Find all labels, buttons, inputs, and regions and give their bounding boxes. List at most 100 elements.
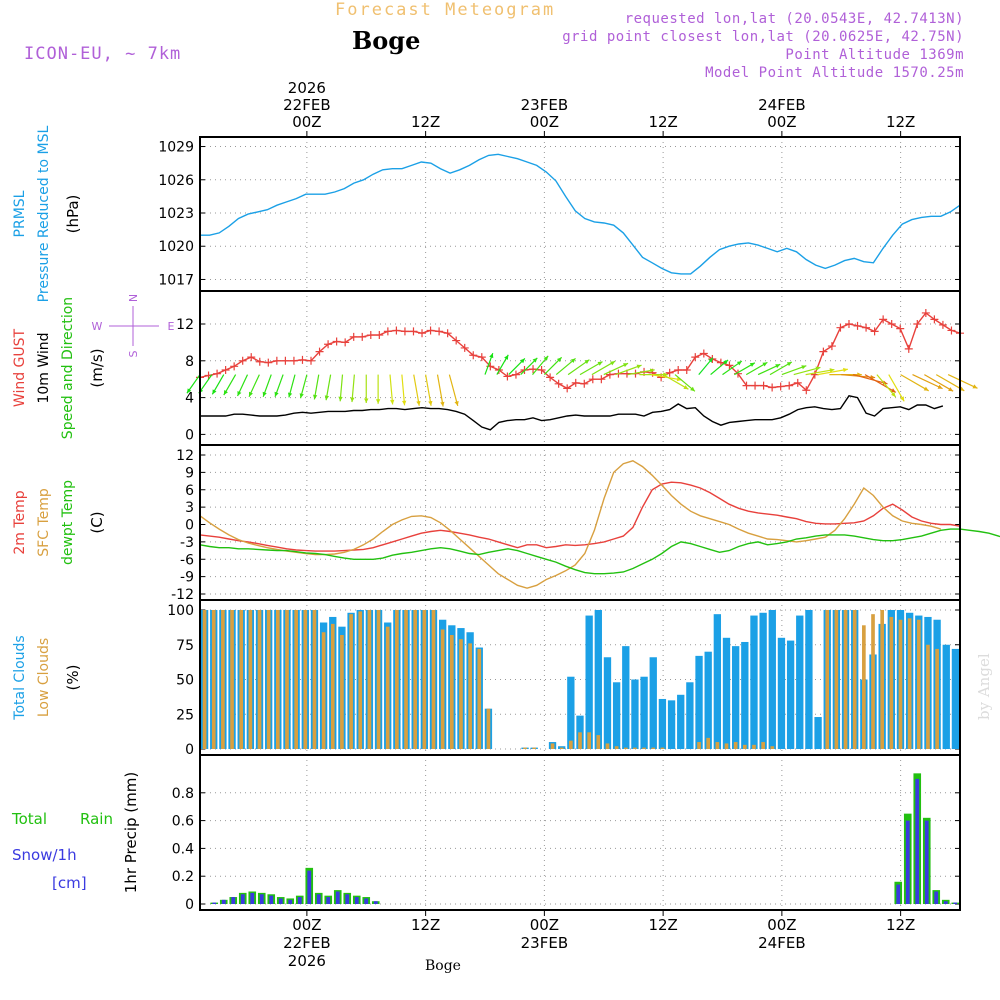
- clouds-bar-total-clouds: [814, 717, 822, 749]
- gust-marker: [904, 344, 913, 353]
- wind-direction-arrow: [436, 374, 444, 407]
- precip-bar-snow-1h: [915, 778, 920, 904]
- clouds-bar-low-clouds: [898, 619, 903, 749]
- gust-marker: [383, 327, 392, 336]
- clouds-bar-low-clouds: [907, 618, 912, 749]
- compass-cross: [109, 306, 159, 346]
- wind-direction-arrow: [805, 368, 835, 376]
- wind-direction-arrow: [947, 374, 978, 389]
- gust-marker: [255, 357, 264, 366]
- clouds-bar-low-clouds: [376, 610, 381, 749]
- clouds-bar-total-clouds: [622, 646, 630, 749]
- clouds-bar-low-clouds: [651, 747, 656, 749]
- clouds-bar-low-clouds: [761, 742, 765, 749]
- compass-west-label: W: [92, 320, 103, 333]
- wind-direction-arrowhead: [923, 386, 929, 391]
- gust-marker: [281, 356, 290, 365]
- precip-bar-snow-1h: [924, 820, 929, 904]
- gust-marker: [930, 315, 939, 324]
- gust-marker: [785, 381, 794, 390]
- gust-marker: [913, 320, 922, 328]
- clouds-bar-low-clouds: [440, 629, 445, 749]
- wind-direction-arrow: [351, 374, 355, 403]
- gust-marker: [853, 321, 862, 330]
- wind-direction-arrowhead: [520, 358, 525, 364]
- precip-ytick-label: 0.8: [172, 786, 194, 802]
- wind-direction-arrowhead: [402, 400, 407, 406]
- pressure-axis-label: Pressure Reduced to MSL: [36, 125, 52, 302]
- bottom-date-label: 24FEB: [758, 934, 805, 952]
- gust-marker: [213, 369, 222, 378]
- clouds-bar-low-clouds: [468, 643, 472, 749]
- clouds-ytick-label: 25: [176, 707, 194, 723]
- clouds-bar-low-clouds: [221, 610, 225, 749]
- clouds-bar-low-clouds: [660, 747, 665, 749]
- clouds-bar-low-clouds: [633, 747, 637, 749]
- gust-marker: [870, 327, 879, 336]
- gust-marker: [460, 343, 469, 352]
- gust-marker: [529, 365, 538, 374]
- gust-marker: [887, 320, 896, 328]
- clouds-bar-low-clouds: [404, 610, 408, 749]
- wind-line-10m-wind: [200, 395, 944, 431]
- pressure-ytick-label: 1029: [158, 140, 194, 156]
- clouds-bar-total-clouds: [695, 655, 703, 749]
- clouds-axis-label: Low Clouds: [36, 638, 52, 717]
- precip-bar-snow-1h: [354, 897, 359, 904]
- bottom-year-label: 2026: [288, 952, 326, 970]
- wind-direction-arrowhead: [762, 362, 768, 367]
- clouds-ytick-label: 0: [185, 742, 194, 758]
- precip-legend-label: [cm]: [52, 874, 87, 892]
- precip-ytick-label: 0: [185, 897, 194, 913]
- pressure-ytick-label: 1026: [158, 173, 194, 189]
- wind-direction-arrowhead: [532, 357, 538, 363]
- clouds-bar-low-clouds: [431, 610, 436, 749]
- wind-direction-arrowhead: [736, 361, 742, 366]
- temperature-ytick-label: 0: [185, 518, 194, 534]
- pressure-axis-label: (hPa): [64, 195, 82, 234]
- precip-bar-snow-1h: [288, 899, 293, 904]
- clouds-bar-low-clouds: [852, 610, 857, 749]
- clouds-bar-low-clouds: [605, 743, 610, 749]
- station-title: Boge: [352, 26, 421, 55]
- temperature-ytick-label: 3: [185, 500, 194, 516]
- wind-direction-arrowhead: [749, 362, 755, 367]
- temperature-ytick-label: 6: [185, 483, 194, 499]
- bottom-date-label: 23FEB: [521, 934, 568, 952]
- clouds-bar-total-clouds: [677, 694, 685, 749]
- wind-direction-arrow: [864, 374, 897, 393]
- top-hour-label: 00Z: [292, 113, 321, 131]
- gust-marker: [247, 353, 256, 362]
- precip-bar-snow-1h: [212, 902, 217, 904]
- temperature-line-dewpt-temp: [199, 528, 1000, 575]
- precip-bar-snow-1h: [278, 898, 283, 904]
- clouds-ytick-label: 75: [176, 638, 194, 654]
- wind-direction-arrowhead: [815, 366, 821, 371]
- gust-marker: [537, 366, 546, 374]
- clouds-bar-low-clouds: [834, 610, 839, 749]
- pressure-ytick-label: 1020: [158, 239, 194, 255]
- clouds-bar-low-clouds: [303, 610, 308, 749]
- wind-direction-arrowhead: [186, 388, 192, 394]
- gust-marker: [751, 381, 760, 390]
- temperature-axis-label: dewpt Temp: [60, 480, 76, 565]
- compass-south-label: S: [127, 350, 140, 357]
- clouds-bar-low-clouds: [367, 610, 372, 749]
- pressure-ytick-label: 1023: [158, 206, 194, 222]
- clouds-bar-low-clouds: [358, 611, 363, 749]
- gust-marker: [827, 342, 836, 351]
- precip-bar-snow-1h: [943, 901, 948, 904]
- wind-axis-label: Speed and Direction: [60, 297, 76, 439]
- gust-marker: [503, 372, 512, 381]
- clouds-bar-low-clouds: [285, 610, 289, 749]
- gust-marker: [324, 340, 333, 349]
- gust-marker: [802, 386, 811, 395]
- clouds-bar-low-clouds: [614, 746, 619, 749]
- wind-direction-arrow: [425, 374, 432, 406]
- wind-direction-arrowhead: [649, 368, 655, 373]
- wind-direction-arrow: [900, 374, 929, 392]
- clouds-bar-low-clouds: [752, 744, 756, 749]
- gust-marker: [580, 379, 589, 388]
- clouds-bar-total-clouds: [741, 641, 749, 749]
- clouds-bar-low-clouds: [825, 610, 830, 749]
